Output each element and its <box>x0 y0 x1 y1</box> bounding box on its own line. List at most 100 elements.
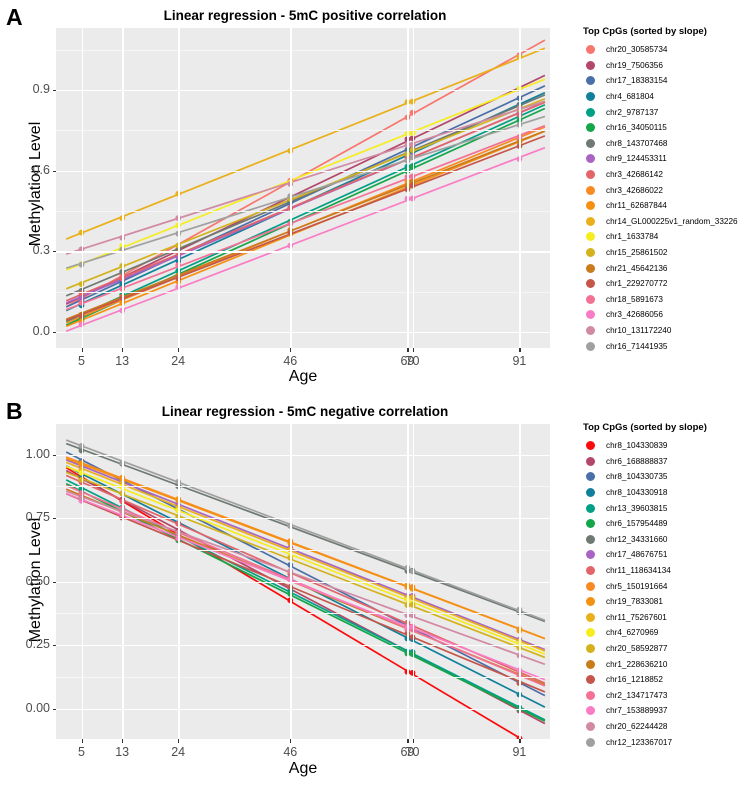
legend-color-swatch-icon <box>583 307 598 322</box>
y-axis-tick-mark <box>52 518 56 520</box>
legend-item[interactable]: chr16_1218852 <box>583 672 707 688</box>
legend-item-label: chr4_6270969 <box>606 628 659 638</box>
grid-line-major-vertical <box>290 28 292 348</box>
legend-item[interactable]: chr17_18383154 <box>583 73 738 89</box>
legend-item[interactable]: chr17_48676751 <box>583 547 707 563</box>
legend-color-swatch-icon <box>583 73 598 88</box>
legend-item-label: chr16_1218852 <box>606 675 663 685</box>
legend-item-label: chr19_7833081 <box>606 597 663 607</box>
legend-item[interactable]: chr14_GL000225v1_random_33226 <box>583 214 738 230</box>
data-point <box>287 522 294 529</box>
legend-item-label: chr13_39603815 <box>606 503 668 513</box>
legend-item[interactable]: chr1_229270772 <box>583 276 738 292</box>
legend-item[interactable]: chr3_42686022 <box>583 182 738 198</box>
legend-color-swatch-icon <box>583 229 598 244</box>
grid-line-minor-horizontal <box>56 210 550 212</box>
x-axis-tick-label: 46 <box>283 745 298 759</box>
legend-item[interactable]: chr8_143707468 <box>583 136 738 152</box>
legend-item-label: chr14_GL000225v1_random_33226 <box>606 216 738 226</box>
data-point <box>409 568 416 575</box>
legend-item[interactable]: chr8_104330735 <box>583 469 707 485</box>
legend-item[interactable]: chr19_7833081 <box>583 594 707 610</box>
legend-item[interactable]: chr16_34050115 <box>583 120 738 136</box>
data-point <box>287 147 294 154</box>
y-axis-tick-label: 0.9 <box>32 81 50 96</box>
legend-item[interactable]: chr19_7506356 <box>583 58 738 74</box>
legend-item[interactable]: chr4_6270969 <box>583 625 707 641</box>
legend-item[interactable]: chr2_134717473 <box>583 688 707 704</box>
legend-item-label: chr3_42686142 <box>606 170 663 180</box>
legend-item[interactable]: chr7_153889937 <box>583 703 707 719</box>
legend-dot-icon <box>586 690 595 700</box>
legend-dot-icon <box>586 123 595 133</box>
data-point <box>287 205 294 212</box>
panel-a-ylabel: Methylation Level <box>27 121 44 247</box>
legend-color-swatch-icon <box>583 579 598 594</box>
data-point <box>409 623 416 630</box>
x-axis-tick-label: 70 <box>405 354 420 368</box>
legend-color-swatch-icon <box>583 641 598 656</box>
legend-item[interactable]: chr11_75267601 <box>583 610 707 626</box>
data-point <box>287 546 294 553</box>
legend-item[interactable]: chr10_131172240 <box>583 323 738 339</box>
legend-dot-icon <box>586 107 595 117</box>
legend-dot-icon <box>586 488 595 498</box>
legend-item[interactable]: chr8_104330839 <box>583 438 707 454</box>
data-point <box>287 568 294 574</box>
data-point <box>78 246 85 253</box>
x-axis-tick-label: 91 <box>512 354 527 368</box>
panel-b-plot-area <box>56 424 550 739</box>
legend-item[interactable]: chr15_25861502 <box>583 245 738 261</box>
legend-item[interactable]: chr12_34331660 <box>583 532 707 548</box>
panel-b: B Linear regression - 5mC negative corre… <box>0 396 742 799</box>
legend-item[interactable]: chr13_39603815 <box>583 500 707 516</box>
legend-dot-icon <box>586 248 595 258</box>
legend-item[interactable]: chr11_118634134 <box>583 563 707 579</box>
legend-item[interactable]: chr1_1633784 <box>583 229 738 245</box>
y-axis-tick-label: 0.00 <box>25 700 50 715</box>
legend-color-swatch-icon <box>583 719 598 734</box>
legend-item[interactable]: chr20_30585734 <box>583 42 738 58</box>
legend-item[interactable]: chr9_124453311 <box>583 151 738 167</box>
legend-item[interactable]: chr5_150191664 <box>583 578 707 594</box>
legend-item-label: chr8_104330839 <box>606 441 668 451</box>
legend-color-swatch-icon <box>583 245 598 260</box>
regression-line <box>65 457 546 640</box>
legend-item[interactable]: chr8_104330918 <box>583 485 707 501</box>
legend-item[interactable]: chr1_228636210 <box>583 656 707 672</box>
panel-b-legend-title: Top CpGs (sorted by slope) <box>583 422 707 433</box>
legend-item[interactable]: chr2_9787137 <box>583 104 738 120</box>
legend-dot-icon <box>586 201 595 211</box>
legend-item[interactable]: chr4_681804 <box>583 89 738 105</box>
legend-item[interactable]: chr6_157954489 <box>583 516 707 532</box>
data-point <box>78 261 85 268</box>
legend-item[interactable]: chr12_123367017 <box>583 734 707 750</box>
legend-item[interactable]: chr3_42686056 <box>583 307 738 323</box>
legend-color-swatch-icon <box>583 214 598 229</box>
legend-item-label: chr3_42686056 <box>606 310 663 320</box>
data-point <box>409 634 416 641</box>
x-axis-tick-label: 13 <box>115 354 130 368</box>
legend-item[interactable]: chr6_168888837 <box>583 454 707 470</box>
legend-item[interactable]: chr20_58592877 <box>583 641 707 657</box>
legend-item-label: chr1_229270772 <box>606 279 668 289</box>
data-point <box>78 299 85 306</box>
panel-a: A Linear regression - 5mC positive corre… <box>0 0 742 396</box>
legend-item[interactable]: chr11_62687844 <box>583 198 738 214</box>
regression-line <box>65 439 546 622</box>
x-axis-tick-mark <box>290 739 292 743</box>
grid-line-minor-horizontal <box>56 613 550 615</box>
legend-item-label: chr16_71441935 <box>606 341 668 351</box>
legend-item[interactable]: chr20_62244428 <box>583 719 707 735</box>
panel-a-legend-items: chr20_30585734 chr19_7506356 chr17_1838315… <box>583 42 738 354</box>
legend-dot-icon <box>586 170 595 180</box>
legend-item[interactable]: chr3_42686142 <box>583 167 738 183</box>
y-axis-tick-label: 0.0 <box>32 323 50 338</box>
legend-item[interactable]: chr18_5891673 <box>583 292 738 308</box>
legend-item[interactable]: chr21_45642136 <box>583 260 738 276</box>
data-point <box>409 195 416 202</box>
data-point <box>409 651 416 657</box>
legend-dot-icon <box>586 76 595 86</box>
y-axis-tick-label: 0.50 <box>25 573 50 588</box>
legend-item[interactable]: chr16_71441935 <box>583 338 738 354</box>
